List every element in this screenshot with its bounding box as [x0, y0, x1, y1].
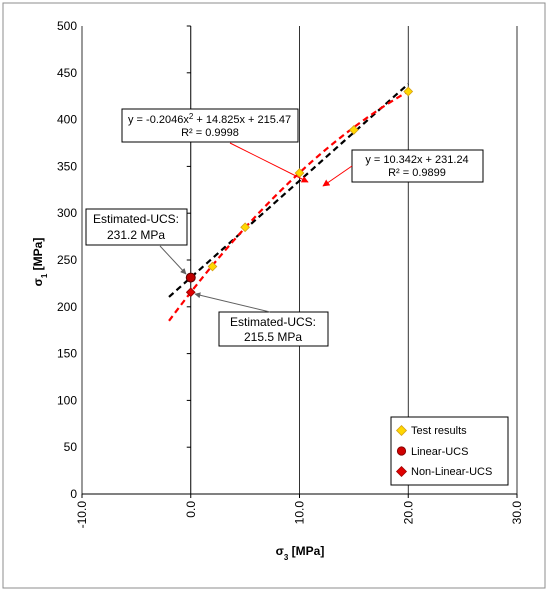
legend-entry-nonlinear-ucs: Non-Linear-UCS [395, 465, 492, 478]
y-tick-label: 300 [57, 206, 77, 220]
legend-entry-test-results: Test results [395, 424, 467, 437]
annotation-linear-ucs-frame [85, 208, 188, 246]
legend-label-test-results: Test results [411, 425, 467, 437]
x-tick-label: 20.0 [401, 501, 415, 525]
trendlines [168, 83, 409, 322]
x-axis-title-main: σ [276, 544, 284, 558]
poly-eq-prefix: y = -0.2046x [128, 114, 189, 126]
y-tick-label: 500 [57, 19, 77, 33]
x-tick-label: 30.0 [510, 501, 524, 525]
test-results-point [349, 125, 359, 135]
x-tick-label: 0.0 [184, 501, 198, 518]
linear-equation-arrow [322, 165, 353, 187]
non-linear-ucs-point [185, 287, 196, 298]
linear-equation-text: y = 10.342x + 231.24 [365, 154, 468, 166]
poly-eq-suffix: + 14.825x + 215.47 [193, 114, 291, 126]
annotation-nonlinear-ucs-line1: Estimated-UCS: [230, 315, 316, 329]
annotation-linear-ucs-line2: 231.2 MPa [107, 228, 165, 242]
linear-equation-frame [351, 149, 484, 183]
annotation-nonlinear-ucs-line2: 215.5 MPa [244, 330, 302, 344]
y-axis-title-sub: 1 [40, 273, 49, 278]
x-axis-title-unit: [MPa] [288, 544, 324, 558]
annotation-linear-ucs-arrow [159, 245, 187, 275]
y-tick-label: 250 [57, 253, 77, 267]
poly-equation-box: y = -0.2046x2 + 14.825x + 215.47 R² = 0.… [121, 108, 299, 143]
legend-label-linear-ucs: Linear-UCS [411, 446, 468, 458]
x-tick-label: -10.0 [75, 501, 89, 529]
polynomial-trendline [168, 90, 409, 322]
linear-trendline [168, 83, 409, 298]
legend-entry-linear-ucs: Linear-UCS [396, 446, 468, 458]
grid-lines [81, 26, 518, 494]
y-tick-label: 200 [57, 300, 77, 314]
poly-equation-text: y = -0.2046x2 + 14.825x + 215.47 [128, 112, 291, 127]
linear-r2-text: R² = 0.9899 [388, 167, 446, 179]
legend-marker-test-results [395, 424, 408, 437]
x-axis-title: σ3 [MPa] [276, 544, 325, 562]
annotation-linear-ucs: Estimated-UCS: 231.2 MPa [85, 208, 188, 246]
poly-equation-frame [121, 108, 299, 143]
linear-equation-box: y = 10.342x + 231.24 R² = 0.9899 [351, 149, 484, 183]
poly-r2-text: R² = 0.9998 [181, 127, 239, 139]
x-tick-label: 10.0 [293, 501, 307, 525]
legend-marker-linear-ucs [396, 446, 407, 456]
y-tick-label: 450 [57, 66, 77, 80]
y-tick-label: 50 [64, 440, 78, 454]
y-tick-label: 0 [70, 487, 77, 501]
x-axis-title-sub: 3 [284, 553, 289, 562]
legend-marker-nonlinear-ucs [395, 465, 408, 478]
linear-ucs-point [185, 272, 196, 283]
annotation-linear-ucs-line1: Estimated-UCS: [93, 212, 179, 226]
legend: Test results Linear-UCS Non-Linear-UCS [390, 416, 509, 486]
legend-label-nonlinear-ucs: Non-Linear-UCS [411, 466, 492, 478]
annotation-nonlinear-ucs-frame [218, 311, 329, 347]
poly-equation-arrow [229, 142, 309, 183]
annotation-nonlinear-ucs-arrow [194, 292, 271, 313]
y-tick-label: 350 [57, 159, 77, 173]
y-axis-title: σ1 [MPa] [31, 238, 49, 287]
test-results-point [207, 261, 218, 272]
y-axis-title-unit: [MPa] [31, 238, 45, 274]
tick-labels: 0 50 100 150 200 250 300 350 400 450 500 -10.0 0.0 10… [57, 19, 524, 528]
annotation-nonlinear-ucs: Estimated-UCS: 215.5 MPa [218, 311, 329, 347]
y-tick-label: 150 [57, 347, 77, 361]
test-results-point [240, 222, 250, 233]
poly-eq-sup: 2 [189, 112, 194, 121]
data-points [185, 86, 414, 298]
y-axis-title-main: σ [31, 278, 45, 286]
axes [81, 25, 518, 498]
legend-frame [390, 416, 509, 486]
test-results-point [403, 86, 414, 97]
y-tick-label: 400 [57, 113, 77, 127]
y-tick-label: 100 [57, 393, 77, 407]
